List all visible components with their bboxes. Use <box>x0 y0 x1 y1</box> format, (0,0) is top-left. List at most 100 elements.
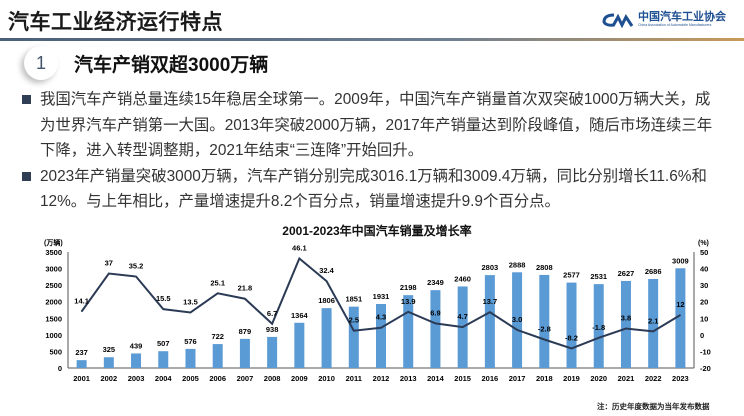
bar <box>131 353 142 368</box>
right-tick-label: -10 <box>700 347 711 356</box>
bar <box>539 274 550 368</box>
growth-rate-point <box>434 322 436 324</box>
growth-rate-point <box>462 326 464 328</box>
bar-value-label: 2577 <box>563 271 580 280</box>
bar-value-label: 1851 <box>345 295 362 304</box>
growth-rate-label: 25.1 <box>210 278 225 287</box>
x-tick-label: 2001 <box>73 374 90 383</box>
x-tick-label: 2019 <box>563 374 580 383</box>
bullet-item: 我国汽车产销总量连续15年稳居全球第一。2009年，中国汽车产销量首次双突破10… <box>18 87 718 164</box>
growth-rate-point <box>189 311 191 313</box>
x-tick-label: 2002 <box>100 374 117 383</box>
bar <box>321 308 332 368</box>
growth-rate-point <box>380 327 382 329</box>
growth-rate-label: 35.2 <box>129 262 144 271</box>
growth-rate-label: 21.8 <box>238 284 253 293</box>
bar-value-label: 237 <box>75 348 88 357</box>
growth-rate-point <box>571 347 573 349</box>
x-tick-label: 2022 <box>645 374 662 383</box>
growth-rate-point <box>244 298 246 300</box>
x-tick-label: 2004 <box>155 374 173 383</box>
growth-rate-label: 3.0 <box>512 315 522 324</box>
growth-rate-point <box>516 329 518 331</box>
section-title: 汽车产销双超3000万辆 <box>74 54 269 76</box>
bar-value-label: 2627 <box>618 269 635 278</box>
bar-value-label: 2808 <box>536 263 553 272</box>
growth-rate-point <box>217 292 219 294</box>
bullet-item: 2023年产销量突破3000万辆，汽车产销分别完成3016.1万辆和3009.4… <box>18 164 718 215</box>
footnote: 注：历史年度数据为当年发布数据 <box>597 402 710 411</box>
left-tick-label: 500 <box>49 347 62 356</box>
sales-growth-chart: (万辆) (%)0500100015002000250030003500-20-1… <box>44 238 711 383</box>
bar-value-label: 3009 <box>672 256 689 265</box>
caam-logo-mark-icon <box>602 13 634 28</box>
x-tick-label: 2017 <box>509 374 526 383</box>
bar <box>348 306 359 368</box>
square-bullet-icon <box>22 171 31 181</box>
growth-rate-label: -8.2 <box>565 333 578 342</box>
x-tick-label: 2006 <box>209 374 226 383</box>
bar <box>675 268 686 368</box>
growth-rate-point <box>543 338 545 340</box>
growth-rate-label: 13.5 <box>183 297 198 306</box>
bar-value-label: 2888 <box>509 260 526 269</box>
x-tick-label: 2005 <box>182 374 199 383</box>
x-tick-label: 2023 <box>672 374 689 383</box>
bar <box>566 282 577 368</box>
right-axis-label: (%) <box>698 240 709 247</box>
growth-rate-point <box>598 337 600 339</box>
logo-name-en: China Association of Automobile Manufact… <box>638 23 712 27</box>
x-tick-label: 2007 <box>237 374 254 383</box>
x-tick-label: 2012 <box>373 374 390 383</box>
x-tick-label: 2015 <box>454 374 471 383</box>
right-tick-label: 50 <box>700 248 708 257</box>
growth-rate-point <box>162 308 164 310</box>
growth-rate-point <box>353 330 355 332</box>
x-tick-label: 2010 <box>318 374 335 383</box>
growth-rate-label: 2.1 <box>648 316 658 325</box>
growth-rate-label: 6.9 <box>430 308 440 317</box>
growth-rate-label: 13.7 <box>483 297 498 306</box>
bar <box>648 278 659 368</box>
x-tick-label: 2020 <box>590 374 607 383</box>
left-axis-label: (万辆) <box>44 238 63 247</box>
left-tick-label: 3000 <box>45 265 62 274</box>
bar-value-label: 1806 <box>318 296 335 305</box>
bar <box>158 351 169 368</box>
bar-value-label: 2803 <box>482 263 499 272</box>
growth-rate-point <box>81 310 83 312</box>
bar-value-label: 1364 <box>291 311 309 320</box>
bar-value-label: 2686 <box>645 267 662 276</box>
growth-rate-label: 6.7 <box>267 309 277 318</box>
right-tick-label: -20 <box>700 364 711 373</box>
logo-name-cn: 中国汽车工业协会 <box>638 11 726 23</box>
left-tick-label: 2500 <box>45 281 62 290</box>
bar <box>376 304 386 368</box>
growth-rate-label: 46.1 <box>292 243 307 252</box>
growth-rate-point <box>489 311 491 313</box>
bar <box>103 357 114 368</box>
growth-rate-label: 4.3 <box>376 313 386 322</box>
x-tick-label: 2018 <box>536 374 553 383</box>
bar-value-label: 507 <box>157 339 170 348</box>
growth-rate-point <box>135 276 137 278</box>
growth-rate-label: 14.1 <box>74 296 89 305</box>
left-tick-label: 1000 <box>45 331 62 340</box>
bar <box>267 336 278 368</box>
bar <box>484 275 495 368</box>
x-tick-label: 2014 <box>427 374 445 383</box>
bar-value-label: 722 <box>211 332 224 341</box>
growth-rate-label: 15.5 <box>156 294 171 303</box>
left-tick-label: 2000 <box>45 298 62 307</box>
bar <box>185 348 196 368</box>
x-tick-label: 2009 <box>291 374 308 383</box>
growth-rate-point <box>679 314 681 316</box>
bar <box>593 284 604 368</box>
bullet-list: 我国汽车产销总量连续15年稳居全球第一。2009年，中国汽车产销量首次双突破10… <box>18 87 718 215</box>
growth-rate-point <box>407 311 409 313</box>
bar-value-label: 2349 <box>427 278 444 287</box>
bar <box>212 344 223 368</box>
growth-rate-label: 32.4 <box>319 266 334 275</box>
bar-value-label: 325 <box>103 345 116 354</box>
section-number: 1 <box>24 46 58 80</box>
